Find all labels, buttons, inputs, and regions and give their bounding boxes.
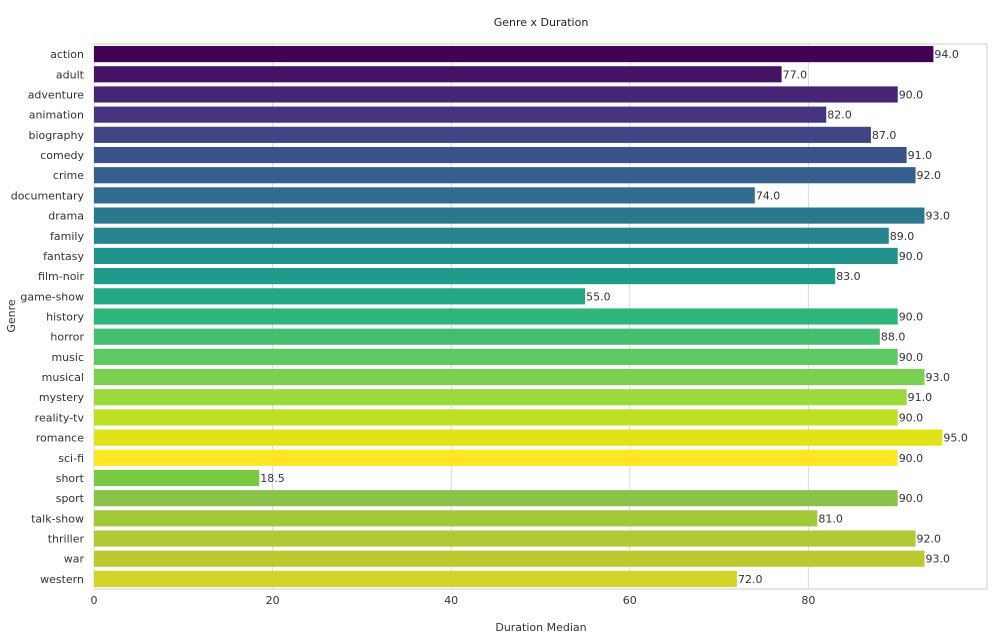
y-tick-label: musical: [42, 371, 84, 384]
value-labels: 94.0 77.0 90.0 82.0 87.0 91.0 92.0 74.0 93.0 89.0…: [260, 48, 968, 586]
y-tick-label: music: [51, 351, 84, 364]
chart-title: Genre x Duration: [494, 16, 589, 29]
y-tick-label: romance: [36, 432, 84, 445]
value-label: 90.0: [899, 351, 924, 364]
bar-mystery: [94, 389, 907, 406]
value-label: 92.0: [917, 533, 942, 546]
value-label: 92.0: [917, 169, 942, 182]
y-tick-labels: action adult adventure animation biography co…: [11, 48, 85, 586]
y-tick-label: family: [50, 230, 84, 243]
bar-short: [94, 469, 260, 487]
y-tick-label: western: [40, 573, 84, 586]
x-tick-labels: 0 20 40 60 80: [91, 594, 816, 607]
x-tick-label: 60: [623, 594, 637, 607]
value-label: 91.0: [908, 391, 933, 404]
y-tick-label: war: [64, 553, 85, 566]
bar-horror: [94, 328, 880, 345]
bar-thriller: [94, 530, 916, 547]
bar-romance: [94, 429, 943, 446]
value-label: 91.0: [908, 149, 933, 162]
x-axis-label: Duration Median: [495, 621, 586, 634]
x-tick-label: 20: [266, 594, 280, 607]
y-tick-label: sport: [56, 492, 85, 505]
x-tick-label: 80: [801, 594, 815, 607]
y-tick-label: thriller: [48, 533, 85, 546]
value-label: 72.0: [738, 573, 763, 586]
y-tick-label: talk-show: [31, 512, 84, 525]
bar-film-noir: [94, 268, 836, 285]
y-tick-label: drama: [48, 210, 84, 223]
bar-adult: [94, 66, 782, 83]
value-label: 89.0: [890, 230, 915, 243]
y-tick-label: film-noir: [38, 270, 84, 283]
value-label: 95.0: [943, 432, 968, 445]
y-tick-label: short: [56, 472, 85, 485]
bar-family: [94, 227, 889, 244]
y-tick-label: biography: [29, 129, 85, 142]
value-label: 90.0: [899, 88, 924, 101]
x-tick-label: 40: [444, 594, 458, 607]
value-label: 93.0: [925, 210, 950, 223]
bar-history: [94, 308, 898, 325]
y-tick-label: horror: [50, 331, 84, 344]
value-label: 94.0: [934, 48, 959, 61]
value-label: 87.0: [872, 129, 897, 142]
value-label: 55.0: [586, 290, 611, 303]
y-tick-label: action: [50, 48, 84, 61]
y-tick-label: reality-tv: [35, 411, 85, 424]
bar-reality-tv: [94, 409, 898, 426]
bar-sci-fi: [94, 449, 898, 466]
y-tick-label: comedy: [40, 149, 84, 162]
bar-music: [94, 348, 898, 365]
value-label: 90.0: [899, 452, 924, 465]
y-tick-label: fantasy: [43, 250, 84, 263]
value-label: 77.0: [783, 68, 808, 81]
bar-adventure: [94, 86, 898, 103]
bar-action: [94, 46, 934, 63]
value-label: 90.0: [899, 311, 924, 324]
value-label: 83.0: [836, 270, 861, 283]
y-axis-label: Genre: [5, 299, 18, 333]
bar-biography: [94, 126, 871, 143]
bar-western: [94, 570, 737, 587]
bar-sport: [94, 490, 898, 507]
value-label: 90.0: [899, 250, 924, 263]
value-label: 81.0: [818, 512, 843, 525]
y-tick-label: animation: [29, 109, 84, 122]
value-label: 18.5: [260, 472, 285, 485]
y-tick-label: adventure: [28, 88, 85, 101]
value-label: 93.0: [925, 371, 950, 384]
value-label: 93.0: [925, 553, 950, 566]
y-tick-label: mystery: [39, 391, 85, 404]
bar-talk-show: [94, 510, 818, 527]
bar-war: [94, 550, 925, 567]
value-label: 74.0: [756, 189, 781, 202]
bar-documentary: [94, 187, 755, 204]
bar-comedy: [94, 146, 907, 164]
bar-musical: [94, 368, 925, 386]
bar-animation: [94, 106, 827, 123]
y-tick-label: history: [46, 311, 84, 324]
bar-drama: [94, 207, 925, 224]
value-label: 88.0: [881, 331, 906, 344]
bar-crime: [94, 167, 916, 184]
bar-game-show: [94, 288, 586, 305]
y-tick-label: sci-fi: [58, 452, 84, 465]
bar-fantasy: [94, 247, 898, 265]
value-label: 82.0: [827, 109, 852, 122]
value-label: 90.0: [899, 411, 924, 424]
bars: [94, 46, 943, 587]
y-tick-label: documentary: [11, 189, 85, 202]
y-tick-label: game-show: [20, 290, 84, 303]
value-label: 90.0: [899, 492, 924, 505]
y-tick-label: crime: [53, 169, 84, 182]
x-tick-label: 0: [91, 594, 98, 607]
y-tick-label: adult: [56, 68, 85, 81]
